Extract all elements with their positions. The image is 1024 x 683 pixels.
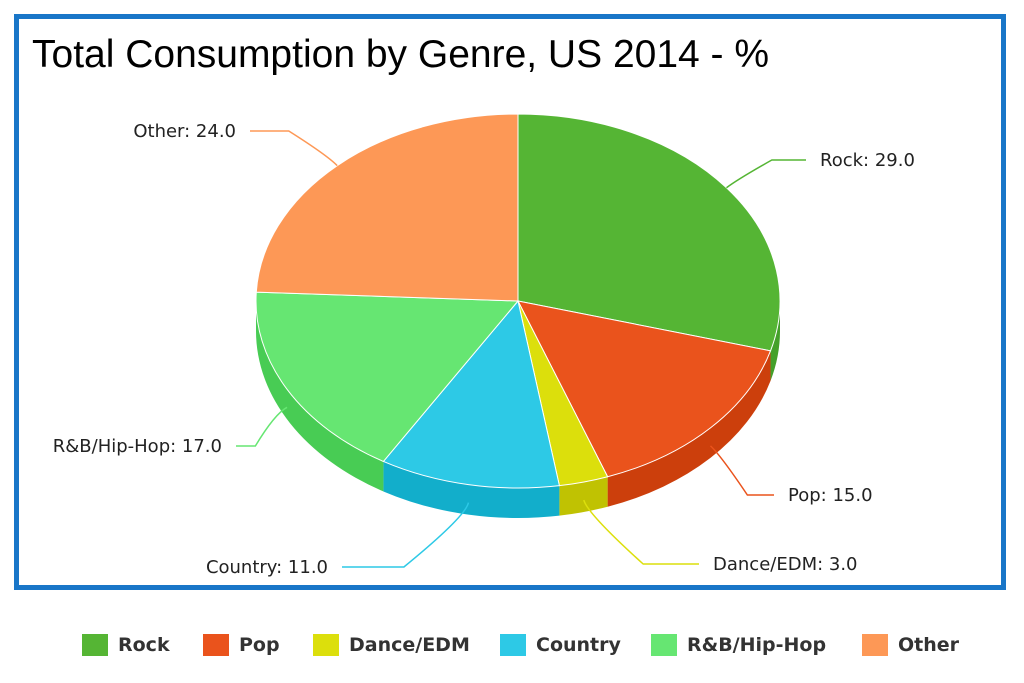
legend-label-rock: Rock (118, 634, 170, 656)
legend-item-dance-edm[interactable]: Dance/EDM (313, 628, 470, 662)
data-label-other: Other: 24.0 (133, 121, 236, 142)
pie-slices (255, 113, 781, 489)
connector-country (342, 502, 470, 568)
chart-title: Total Consumption by Genre, US 2014 - % (32, 33, 770, 76)
pie-side-country (383, 461, 560, 518)
connector-dance-edm (583, 499, 699, 565)
pie-slice-r-b-hip-hop (255, 291, 520, 463)
pie-side-rock (770, 301, 780, 381)
legend-label-country: Country (536, 634, 621, 656)
legend-label-pop: Pop (239, 634, 280, 656)
legend-swatch-other (862, 634, 888, 656)
legend-label-other: Other (898, 634, 960, 656)
legend-item-r-b-hip-hop[interactable]: R&B/Hip-Hop (651, 628, 826, 662)
data-label-r-b-hip-hop: R&B/Hip-Hop: 17.0 (53, 436, 222, 457)
legend-item-rock[interactable]: Rock (82, 628, 170, 662)
legend-item-pop[interactable]: Pop (203, 628, 280, 662)
legend-item-country[interactable]: Country (500, 628, 621, 662)
legend-swatch-rock (82, 634, 108, 656)
pie-slice-country (382, 299, 561, 489)
data-label-pop: Pop: 15.0 (788, 485, 873, 506)
data-label-country: Country: 11.0 (206, 557, 328, 578)
legend-swatch-pop (203, 634, 229, 656)
data-labels: Rock: 29.0 Pop: 15.0 Dance/EDM: 3.0 Country… (53, 121, 915, 578)
connector-other (250, 130, 338, 167)
pie-sides (256, 301, 780, 518)
pie-side-pop (607, 350, 771, 507)
label-connectors (236, 130, 806, 568)
legend-swatch-dance-edm (313, 634, 339, 656)
connector-pop (709, 445, 774, 496)
pie-slice-other (255, 113, 519, 302)
pie-slice-pop (517, 300, 772, 478)
legend-swatch-country (500, 634, 526, 656)
legend-item-other[interactable]: Other (862, 628, 959, 662)
legend: Rock Pop Dance/EDM Country R&B/Hip-Hop Other (0, 628, 1024, 662)
legend-swatch-r-b-hip-hop (651, 634, 677, 656)
data-label-dance-edm: Dance/EDM: 3.0 (713, 554, 858, 575)
legend-label-dance-edm: Dance/EDM (349, 634, 470, 656)
connector-r-b-hip-hop (236, 406, 288, 447)
pie-side-r-b-hip-hop (256, 301, 384, 492)
pie-chart: Rock: 29.0 Pop: 15.0 Dance/EDM: 3.0 Country… (53, 113, 915, 578)
data-label-rock: Rock: 29.0 (820, 150, 915, 171)
legend-label-r-b-hip-hop: R&B/Hip-Hop (687, 634, 827, 656)
pie-side-dance-edm (559, 476, 608, 516)
connector-rock (726, 159, 806, 189)
